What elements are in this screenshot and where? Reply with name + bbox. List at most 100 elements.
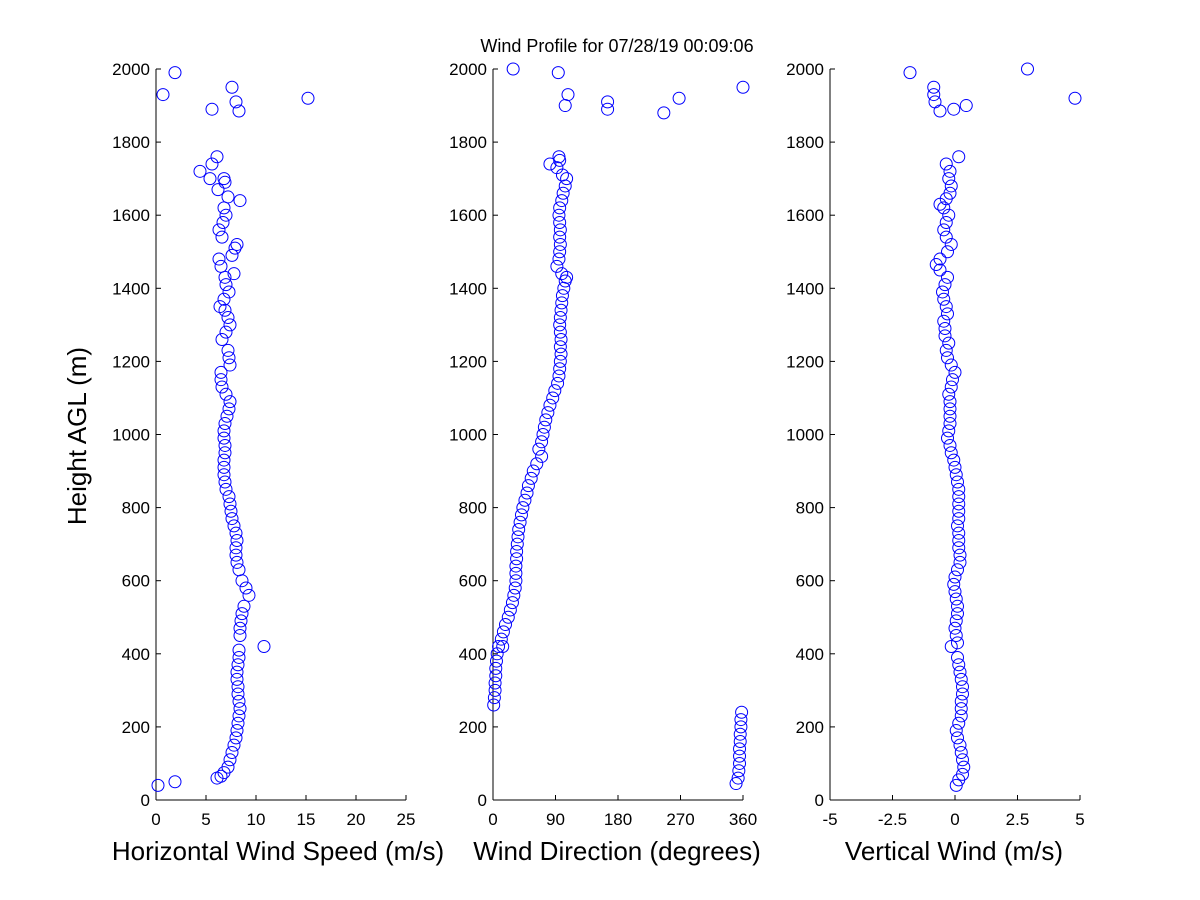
data-point — [555, 267, 569, 281]
x-tick-label: 5 — [1075, 810, 1084, 829]
x-tick-label: 2.5 — [1006, 810, 1030, 829]
data-point — [949, 629, 963, 643]
data-point — [543, 157, 557, 171]
data-point — [937, 314, 951, 328]
data-point — [553, 216, 567, 230]
data-point — [489, 661, 503, 675]
y-tick-label: 400 — [459, 645, 487, 664]
data-point — [1021, 62, 1034, 76]
x-axis-label: Horizontal Wind Speed (m/s) — [112, 836, 444, 866]
data-point — [203, 172, 217, 186]
data-point — [524, 471, 538, 485]
data-point — [505, 596, 519, 610]
data-point — [229, 548, 243, 562]
data-point — [232, 709, 246, 723]
data-point — [221, 760, 235, 774]
data-point — [232, 643, 246, 657]
data-point — [536, 428, 550, 441]
data-point — [939, 216, 953, 230]
data-point — [948, 621, 962, 635]
data-point — [222, 490, 236, 504]
data-point — [938, 329, 952, 343]
data-point — [494, 632, 508, 646]
data-point — [954, 745, 968, 759]
data-point — [733, 749, 747, 763]
data-point — [213, 300, 227, 314]
data-point — [954, 694, 968, 708]
data-point — [222, 285, 236, 299]
y-tick-label: 800 — [122, 499, 150, 518]
data-point — [228, 241, 242, 255]
data-point — [601, 102, 615, 116]
data-point — [903, 66, 917, 80]
data-point — [496, 639, 510, 653]
data-point — [550, 161, 564, 175]
data-point — [734, 720, 748, 734]
data-point — [941, 270, 954, 284]
data-point — [939, 157, 953, 171]
x-tick-label: 20 — [347, 810, 366, 829]
data-point — [553, 201, 567, 215]
data-point — [511, 530, 525, 544]
data-point — [951, 636, 964, 650]
data-point — [560, 270, 574, 284]
data-point — [510, 537, 524, 551]
y-tick-label: 1000 — [786, 426, 824, 445]
data-point — [217, 460, 231, 474]
data-point — [947, 577, 961, 591]
data-point — [216, 216, 230, 230]
data-point — [231, 716, 245, 730]
data-point — [951, 731, 964, 745]
y-tick-label: 200 — [459, 718, 487, 737]
y-tick-label: 1400 — [112, 279, 150, 298]
x-tick-label: 0 — [950, 810, 959, 829]
y-tick-label: 2000 — [449, 60, 487, 79]
data-point — [231, 680, 245, 694]
data-point — [219, 325, 233, 339]
data-point — [553, 354, 567, 368]
data-point — [954, 709, 968, 723]
data-point — [219, 482, 233, 496]
data-point — [223, 753, 237, 767]
x-tick-label: 180 — [604, 810, 632, 829]
data-point — [301, 91, 315, 105]
data-point — [214, 769, 228, 783]
data-point — [550, 259, 564, 273]
data-point — [217, 292, 231, 306]
data-point — [952, 658, 966, 672]
data-point — [168, 775, 182, 789]
data-point — [520, 486, 534, 500]
data-point — [489, 654, 503, 668]
data-point — [225, 745, 239, 759]
data-point — [535, 449, 549, 463]
y-tick-label: 1600 — [112, 206, 150, 225]
data-point — [554, 347, 568, 361]
data-point — [507, 588, 521, 602]
data-point — [939, 230, 953, 244]
data-point — [227, 267, 241, 281]
data-point — [509, 559, 523, 573]
data-point — [736, 80, 750, 94]
data-point — [510, 544, 524, 558]
data-point — [553, 311, 567, 325]
data-point — [733, 742, 747, 756]
data-point — [499, 618, 512, 632]
data-point — [212, 252, 226, 266]
y-tick-label: 0 — [141, 791, 150, 810]
data-point — [230, 533, 244, 547]
data-point — [553, 223, 567, 237]
data-point — [951, 607, 964, 621]
data-point — [952, 512, 966, 526]
y-tick-label: 1800 — [112, 133, 150, 152]
data-point — [218, 475, 232, 489]
data-point — [941, 431, 954, 445]
y-tick-label: 1000 — [449, 426, 487, 445]
data-point — [231, 687, 245, 701]
data-point — [232, 650, 246, 664]
data-point — [944, 179, 958, 193]
x-tick-label: -2.5 — [878, 810, 907, 829]
data-point — [954, 672, 968, 686]
data-point — [953, 548, 967, 562]
